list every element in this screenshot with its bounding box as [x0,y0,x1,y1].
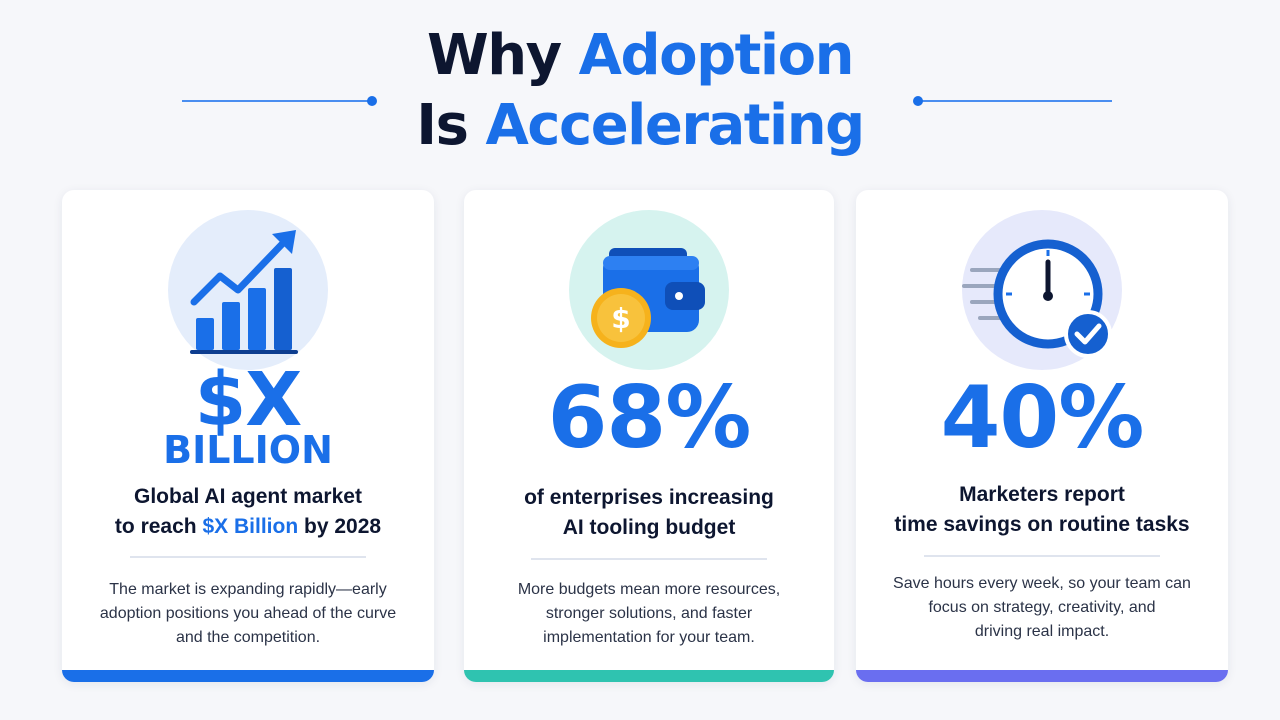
headline-pre: to reach [114,515,197,538]
headline-highlight: $X Billion [202,515,299,538]
card-divider [531,558,767,560]
stat-card-time-savings: 40% Marketers report time savings on rou… [856,190,1228,682]
card-headline: Global AI agent market to reach $X Billi… [62,482,434,542]
headline-line-1: Global AI agent market [134,485,362,508]
title-rule-left [182,96,377,106]
title-word-why: Why [427,23,562,88]
card-divider [130,556,366,558]
card-accent-bar [856,670,1228,682]
stat-value: 40% [940,368,1145,468]
desc-line-2: focus on strategy, creativity, and [928,599,1156,616]
headline-post: by 2028 [304,515,382,538]
wallet-dollar-icon: $ [569,210,729,370]
card-description: Save hours every week, so your team can … [856,572,1228,644]
desc-line-3: driving real impact. [974,623,1110,640]
headline-line-2: to reach $X Billion by 2028 [62,512,434,542]
headline-line-2: AI tooling budget [562,516,736,539]
stat-value: 68% [547,368,752,468]
desc-line-3: implementation for your team. [543,629,755,646]
svg-text:$: $ [611,302,630,335]
card-description: More budgets mean more resources, strong… [464,578,834,650]
headline-line-2: time savings on routine tasks [894,513,1190,536]
desc-line-3: and the competition. [175,629,321,646]
growth-chart-icon [168,210,328,370]
desc-line-1: Save hours every week, so your team can [893,575,1191,592]
clock-check-icon [962,210,1122,370]
title-word-accelerating: Accelerating [485,93,865,158]
card-headline: of enterprises increasing AI tooling bud… [464,483,834,543]
page-title-line-1: Why Adoption [0,24,1280,88]
stat-unit: BILLION [163,428,333,472]
desc-line-1: More budgets mean more resources, [517,581,781,598]
stat-card-budget: $ 68% of enterprises increasing AI tooli… [464,190,834,682]
rule-dot [367,96,377,106]
card-accent-bar [62,670,434,682]
card-divider [924,555,1160,557]
desc-line-1: The market is expanding rapidly—early [109,581,387,598]
card-headline: Marketers report time savings on routine… [856,480,1228,540]
stat-card-market: $X BILLION Global AI agent market to rea… [62,190,434,682]
page-header: Why Adoption Is Accelerating [0,0,1280,170]
card-description: The market is expanding rapidly—early ad… [62,578,434,650]
card-accent-bar [464,670,834,682]
rule-dot [913,96,923,106]
headline-line-1: of enterprises increasing [524,486,774,509]
desc-line-2: adoption positions you ahead of the curv… [99,605,397,622]
page-title-line-2: Is Accelerating [0,94,1280,158]
title-word-adoption: Adoption [578,23,855,88]
title-word-is: Is [416,93,469,158]
desc-line-2: stronger solutions, and faster [545,605,753,622]
stat-value: $X [194,357,303,443]
title-rule-right [913,96,1112,106]
headline-line-1: Marketers report [959,483,1125,506]
